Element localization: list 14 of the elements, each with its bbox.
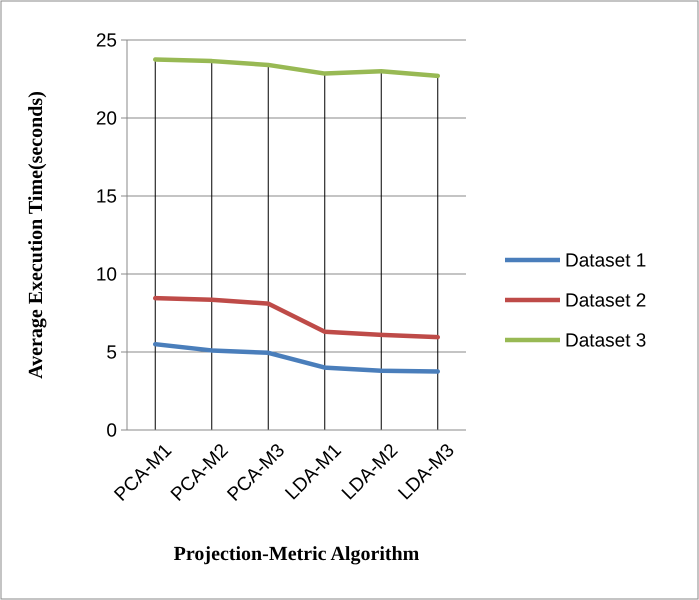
- line-series: [153, 57, 440, 78]
- y-tick-label: 15: [96, 186, 117, 208]
- legend-label: Dataset 3: [565, 330, 646, 352]
- y-tick-label: 5: [106, 342, 117, 364]
- x-axis-title: Projection-Metric Algorithm: [174, 543, 420, 565]
- legend-label: Dataset 1: [565, 250, 646, 272]
- y-tick-label: 10: [96, 264, 117, 286]
- y-tick-label: 0: [106, 420, 117, 442]
- legend-label: Dataset 2: [565, 290, 646, 312]
- line-series: [153, 296, 440, 340]
- y-axis-title: Average Execution Time(seconds): [25, 91, 47, 379]
- line-series: [153, 342, 440, 374]
- y-tick-label: 20: [96, 108, 117, 130]
- y-tick-label: 25: [96, 30, 117, 52]
